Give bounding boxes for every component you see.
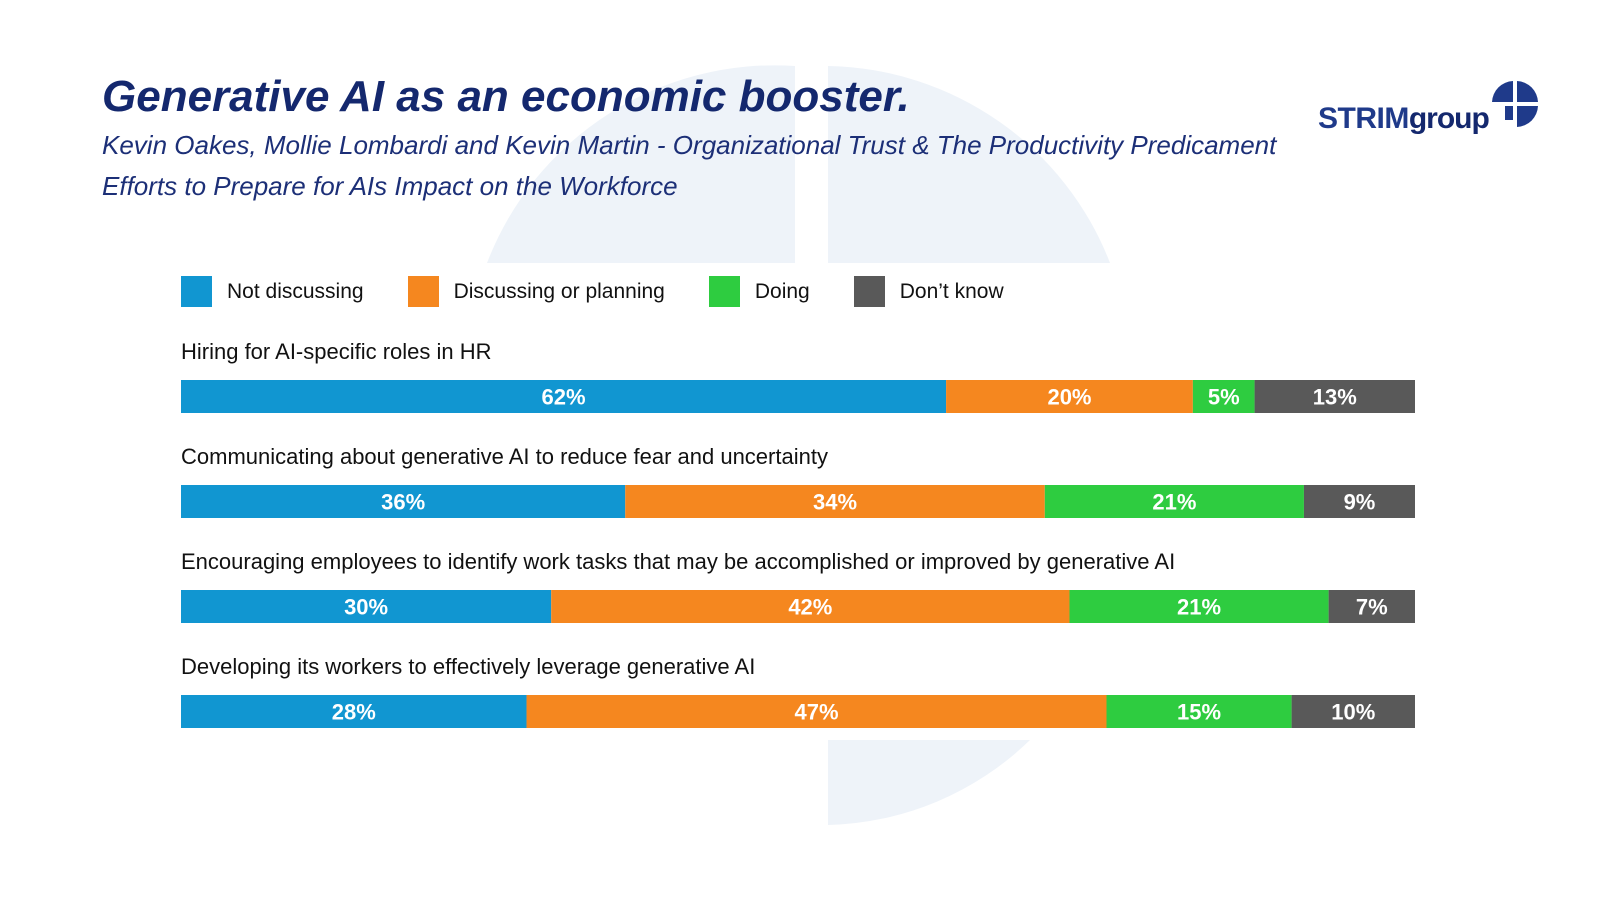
bar-segment-discussing-or-planning-3 (551, 590, 1070, 623)
data-label-don-t-know-3: 7% (1356, 595, 1388, 620)
bar-segment-discussing-or-planning-2 (625, 485, 1045, 518)
legend-item-not-discussing: Not discussing (181, 276, 364, 307)
bar-segment-not-discussing-4 (181, 695, 527, 728)
data-label-not-discussing-4: 28% (332, 700, 376, 725)
logo-text-group: group (1408, 102, 1490, 135)
strimgroup-logo: STRIM group (1318, 80, 1539, 134)
quartered-circle-icon (1491, 81, 1538, 127)
legend-item-doing: Doing (708, 276, 810, 307)
chart-legend: Not discussing Discussing or planning Do… (181, 276, 1048, 307)
bar-segment-discussing-or-planning-1 (946, 380, 1193, 413)
category-label-3: Encouraging employees to identify work t… (181, 549, 1175, 574)
legend-swatch-doing (708, 276, 740, 307)
data-label-not-discussing-3: 30% (344, 595, 388, 620)
bar-segment-don-t-know-1 (1254, 380, 1415, 413)
data-label-doing-1: 5% (1208, 385, 1240, 410)
watermark-quarter-top-right (828, 66, 1110, 263)
page-subtitle-authors: Kevin Oakes, Mollie Lombardi and Kevin M… (102, 130, 1277, 160)
category-label-4: Developing its workers to effectively le… (181, 654, 755, 679)
data-label-doing-4: 15% (1177, 700, 1221, 725)
legend-label-doing: Doing (754, 279, 810, 303)
page-title: Generative AI as an economic booster. (102, 72, 910, 121)
legend-item-dont-know: Don’t know (853, 276, 1004, 307)
legend-label-discussing-or-planning: Discussing or planning (453, 279, 665, 303)
bar-segment-not-discussing-3 (181, 590, 552, 623)
legend-swatch-not-discussing (181, 276, 212, 307)
bar-segment-doing-4 (1106, 695, 1292, 728)
bar-segment-discussing-or-planning-4 (526, 695, 1107, 728)
data-label-doing-2: 21% (1152, 490, 1196, 515)
legend-label-dont-know: Don’t know (899, 279, 1004, 303)
data-label-don-t-know-1: 13% (1313, 385, 1357, 410)
data-label-don-t-know-2: 9% (1344, 490, 1376, 515)
bar-segment-doing-1 (1192, 380, 1255, 413)
watermark-quarter-top-left (487, 65, 795, 264)
bar-segment-doing-3 (1069, 590, 1329, 623)
bar-segment-not-discussing-1 (181, 380, 947, 413)
data-label-discussing-or-planning-3: 42% (788, 595, 832, 620)
data-label-doing-3: 21% (1177, 595, 1221, 620)
category-label-1: Hiring for AI-specific roles in HR (181, 339, 492, 364)
bar-segment-don-t-know-2 (1303, 485, 1415, 518)
data-label-discussing-or-planning-1: 20% (1047, 385, 1091, 410)
bar-segment-not-discussing-2 (181, 485, 626, 518)
watermark-quarter-bottom-right (828, 740, 1030, 825)
legend-label-not-discussing: Not discussing (227, 279, 364, 303)
bar-segment-doing-2 (1044, 485, 1304, 518)
page-subtitle-topic: Efforts to Prepare for AIs Impact on the… (102, 171, 678, 201)
bar-segment-don-t-know-3 (1328, 590, 1415, 623)
legend-item-discussing-or-planning: Discussing or planning (407, 276, 665, 307)
legend-swatch-discussing-or-planning (407, 276, 439, 307)
data-label-discussing-or-planning-4: 47% (794, 700, 838, 725)
data-label-discussing-or-planning-2: 34% (813, 490, 857, 515)
bar-segment-don-t-know-4 (1291, 695, 1415, 728)
data-label-not-discussing-1: 62% (542, 385, 586, 410)
legend-swatch-dont-know (853, 276, 885, 307)
logo-text-strim: STRIM (1318, 102, 1409, 135)
data-label-not-discussing-2: 36% (381, 490, 425, 515)
category-label-2: Communicating about generative AI to red… (181, 444, 828, 469)
data-label-don-t-know-4: 10% (1331, 700, 1375, 725)
